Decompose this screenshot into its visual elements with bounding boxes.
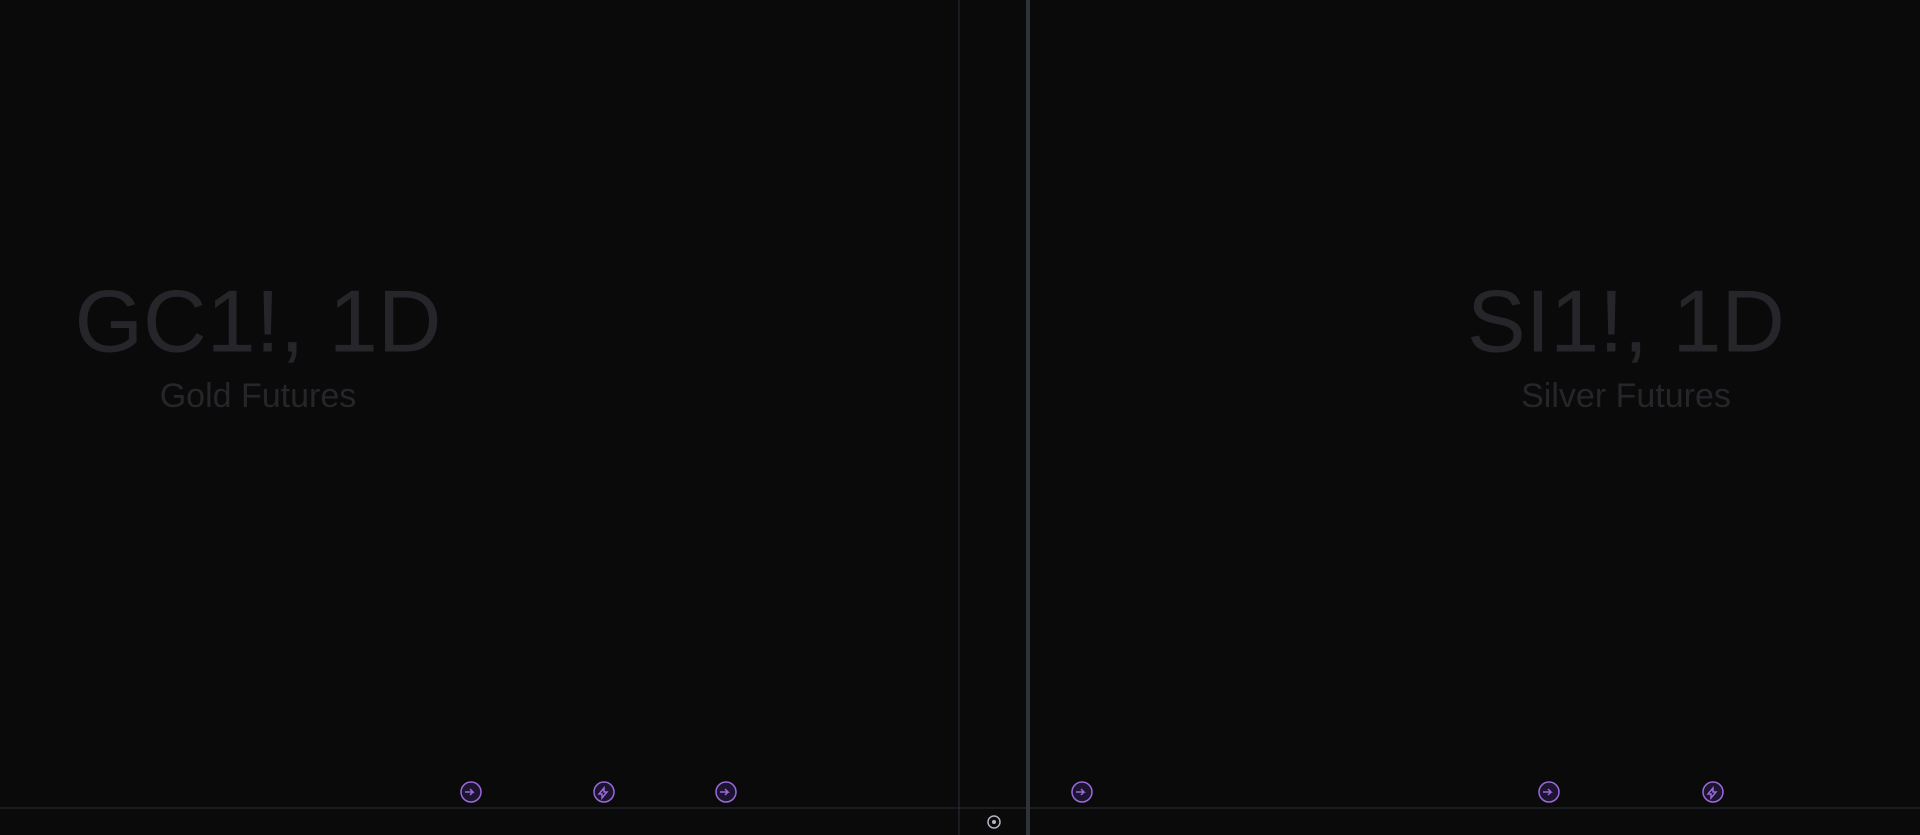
gear-hub bbox=[992, 820, 996, 824]
symbol-watermark: GC1!, 1D bbox=[75, 271, 442, 370]
name-watermark: Silver Futures bbox=[1521, 377, 1731, 415]
event-icons bbox=[460, 781, 1724, 803]
watermark-layer: GC1!, 1D Gold Futures SI1!, 1D Silver Fu… bbox=[75, 271, 1785, 415]
pane-divider[interactable] bbox=[1026, 0, 1030, 835]
symbol-watermark: SI1!, 1D bbox=[1467, 271, 1785, 370]
settings-button[interactable] bbox=[987, 815, 1001, 829]
gear-outline bbox=[987, 815, 1001, 829]
event-glyphs bbox=[465, 785, 1718, 801]
name-watermark: Gold Futures bbox=[160, 377, 357, 415]
